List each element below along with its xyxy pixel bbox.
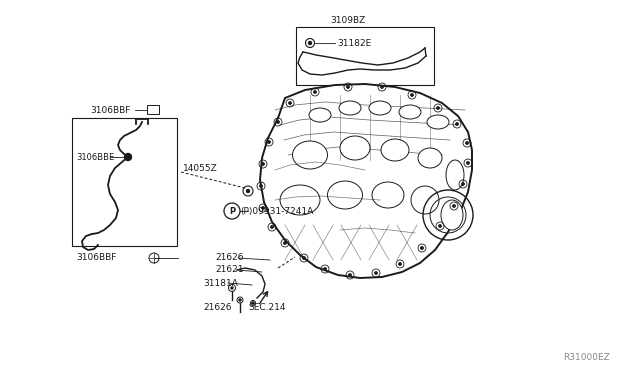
Ellipse shape xyxy=(280,185,320,215)
Circle shape xyxy=(252,302,254,304)
Text: 21626: 21626 xyxy=(215,253,243,263)
Circle shape xyxy=(467,162,469,164)
Text: (P)09931-7241A: (P)09931-7241A xyxy=(240,206,313,215)
Text: 3106BBE: 3106BBE xyxy=(76,153,115,161)
Polygon shape xyxy=(260,84,472,278)
Circle shape xyxy=(284,242,286,244)
Text: R31000EZ: R31000EZ xyxy=(563,353,610,362)
Ellipse shape xyxy=(418,148,442,168)
Text: 31181A: 31181A xyxy=(203,279,238,288)
Text: 21621: 21621 xyxy=(215,266,243,275)
Circle shape xyxy=(231,287,233,289)
Ellipse shape xyxy=(411,186,439,214)
Ellipse shape xyxy=(309,108,331,122)
Circle shape xyxy=(260,185,262,187)
Circle shape xyxy=(239,299,241,301)
Bar xyxy=(296,27,434,85)
Circle shape xyxy=(262,163,264,165)
Ellipse shape xyxy=(292,141,328,169)
Text: P: P xyxy=(229,206,235,215)
Text: 31182E: 31182E xyxy=(337,38,371,48)
Ellipse shape xyxy=(339,101,361,115)
Circle shape xyxy=(411,94,413,96)
Bar xyxy=(72,118,177,246)
Circle shape xyxy=(439,225,441,227)
Circle shape xyxy=(277,121,279,123)
Circle shape xyxy=(349,274,351,276)
Circle shape xyxy=(466,142,468,144)
Circle shape xyxy=(246,189,250,192)
Ellipse shape xyxy=(446,160,464,190)
Ellipse shape xyxy=(381,139,409,161)
Text: 3106BBF: 3106BBF xyxy=(90,106,131,115)
Circle shape xyxy=(381,86,383,88)
Ellipse shape xyxy=(340,136,370,160)
Circle shape xyxy=(268,141,270,143)
Ellipse shape xyxy=(399,105,421,119)
Text: 3106BBF: 3106BBF xyxy=(76,253,116,263)
Ellipse shape xyxy=(427,115,449,129)
Text: 3109BZ: 3109BZ xyxy=(330,16,365,25)
Circle shape xyxy=(399,263,401,265)
Circle shape xyxy=(324,268,326,270)
Circle shape xyxy=(436,107,439,109)
Text: 14055Z: 14055Z xyxy=(183,164,218,173)
Circle shape xyxy=(453,205,455,207)
Bar xyxy=(147,105,159,114)
Circle shape xyxy=(314,91,316,93)
Circle shape xyxy=(289,102,291,104)
Circle shape xyxy=(421,247,423,249)
Circle shape xyxy=(462,183,464,185)
Ellipse shape xyxy=(369,101,391,115)
Text: SEC.214: SEC.214 xyxy=(248,304,285,312)
Ellipse shape xyxy=(441,200,463,230)
Ellipse shape xyxy=(328,181,362,209)
Circle shape xyxy=(375,272,377,274)
Circle shape xyxy=(308,42,312,45)
Circle shape xyxy=(271,226,273,228)
Circle shape xyxy=(456,123,458,125)
Circle shape xyxy=(303,257,305,259)
Ellipse shape xyxy=(372,182,404,208)
Circle shape xyxy=(347,86,349,88)
Text: 21626: 21626 xyxy=(203,304,232,312)
Circle shape xyxy=(125,154,131,160)
Circle shape xyxy=(262,207,264,209)
